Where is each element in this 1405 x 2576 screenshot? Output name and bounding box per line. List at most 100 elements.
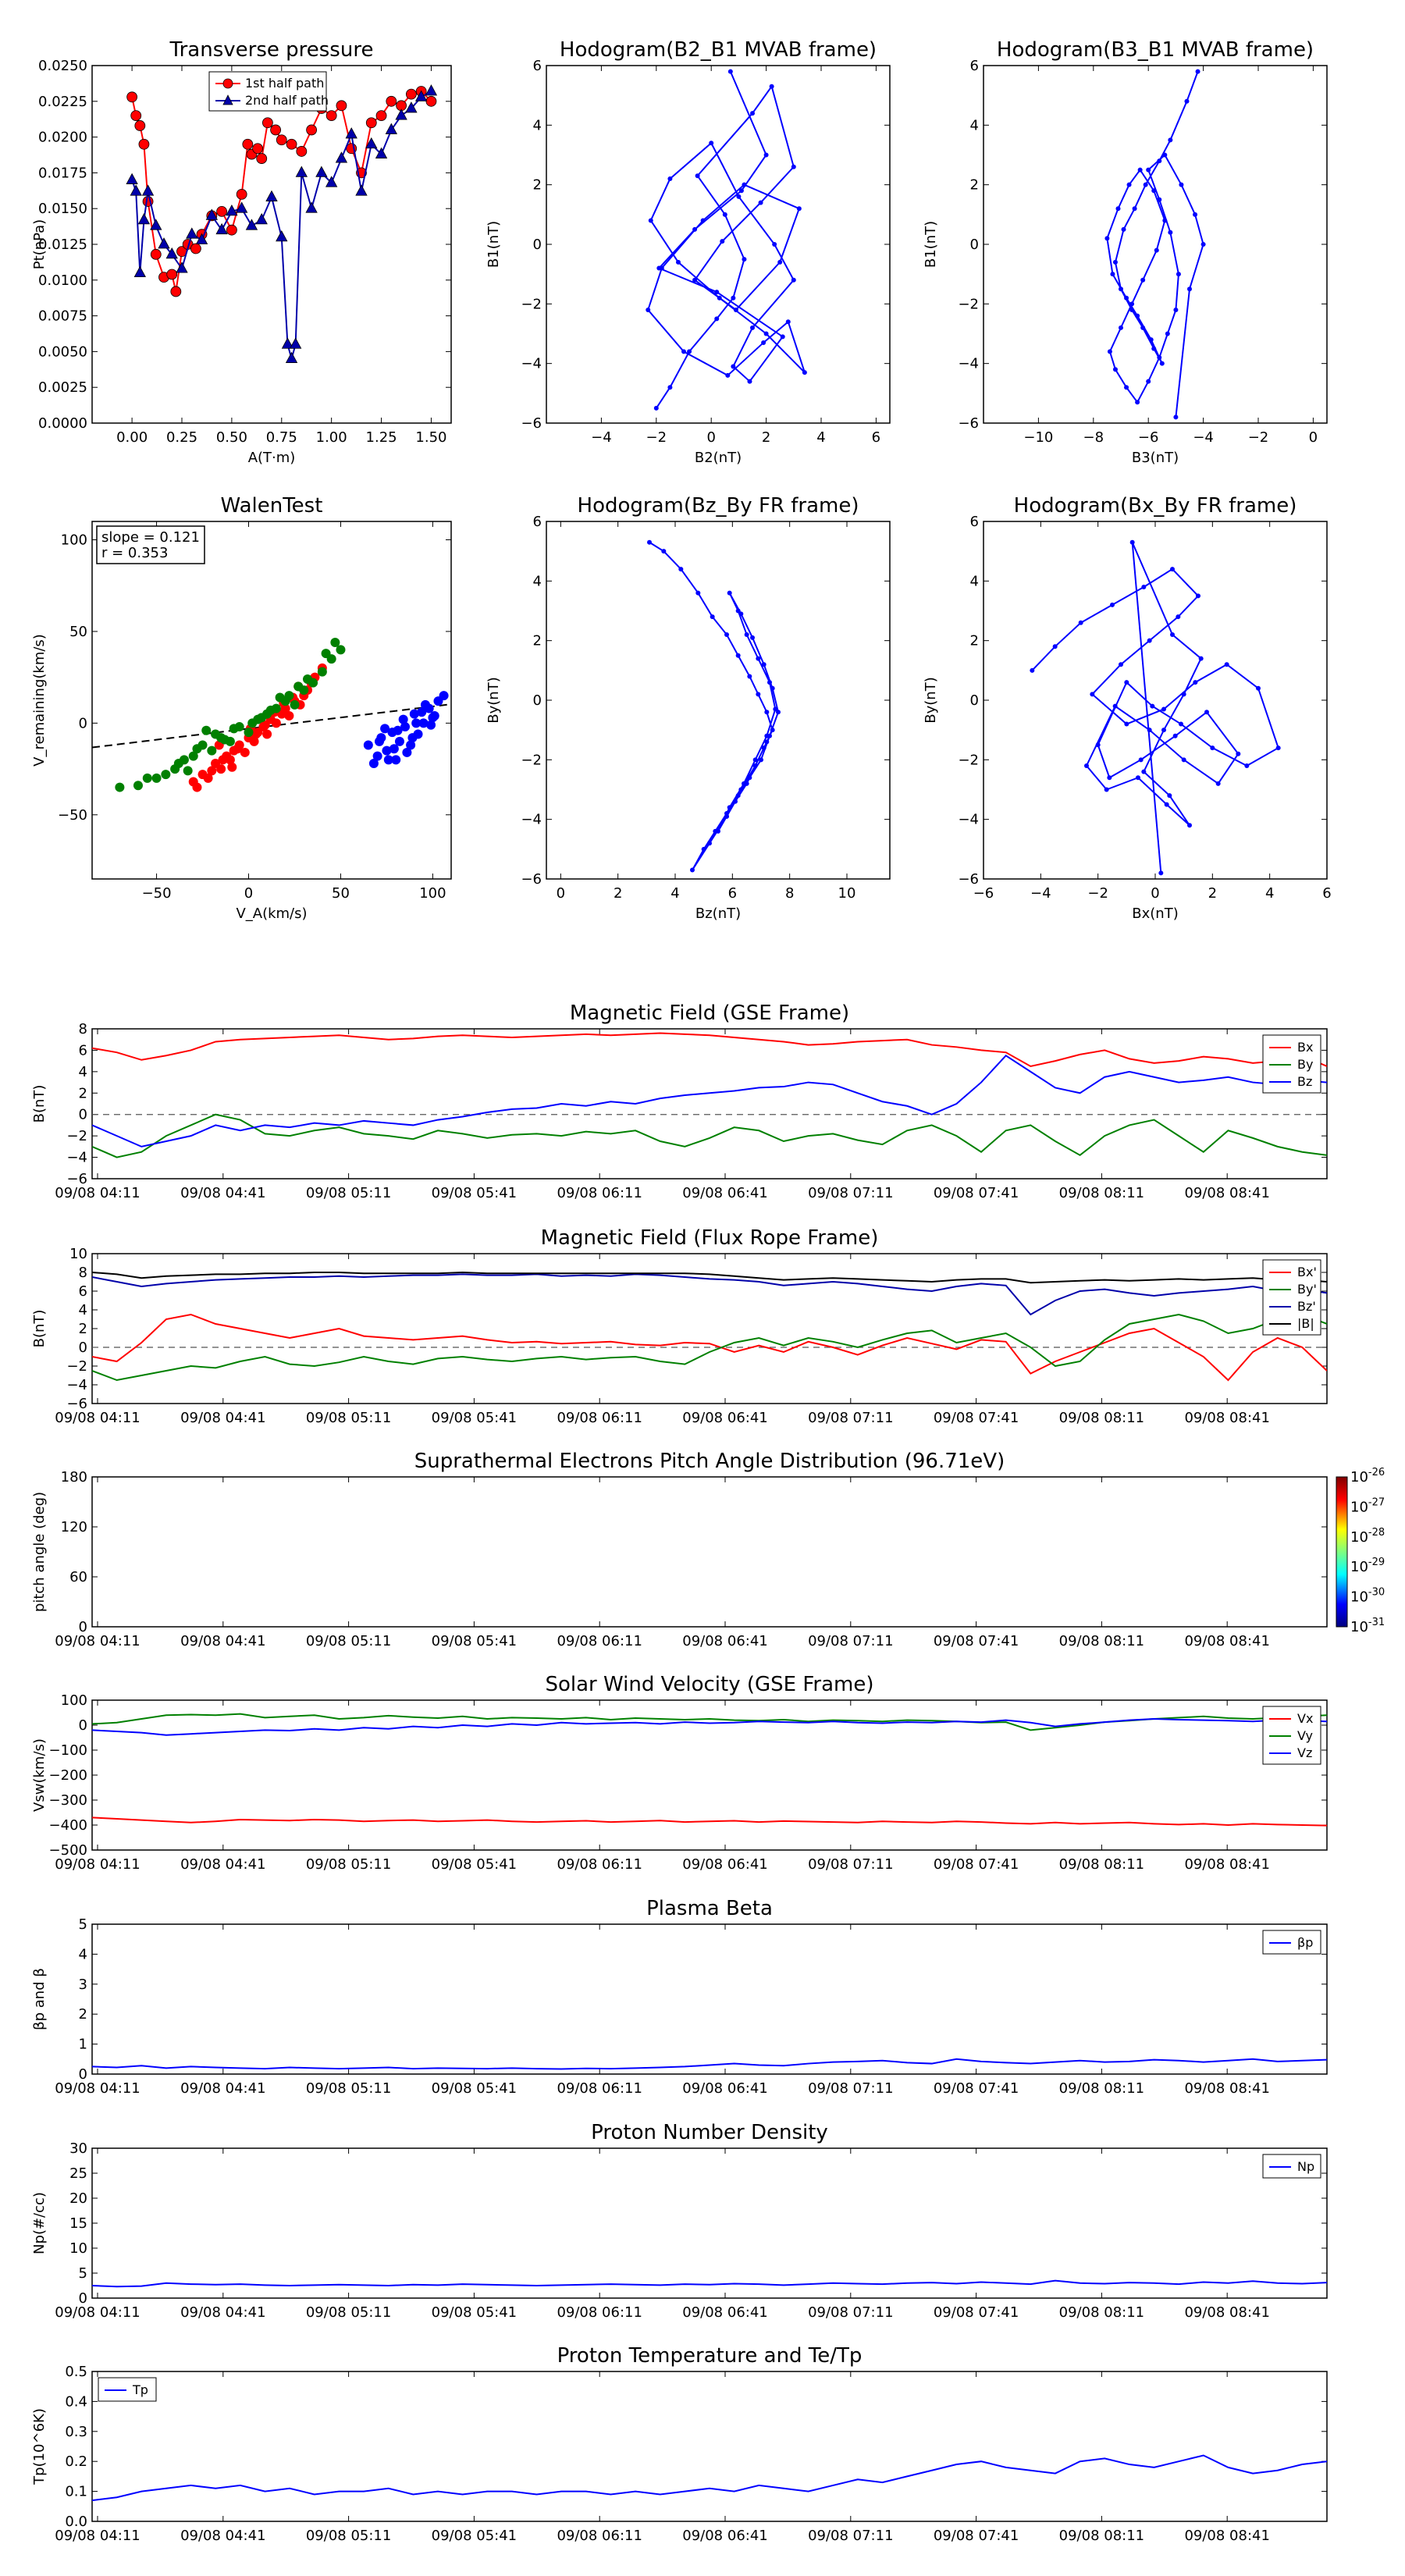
- data-point: [216, 205, 228, 217]
- data-point: [247, 718, 258, 728]
- data-point: [1158, 870, 1164, 876]
- data-point: [1104, 787, 1109, 792]
- data-point: [1193, 680, 1198, 685]
- data-point: [150, 248, 162, 260]
- data-point: [305, 201, 318, 213]
- data-point: [375, 147, 388, 158]
- data-point: [256, 153, 268, 164]
- y-tick-label: 4: [533, 573, 542, 589]
- x-tick-label: 09/08 07:11: [808, 1633, 893, 1649]
- data-point: [290, 699, 300, 710]
- x-tick-label: 09/08 05:11: [306, 1633, 391, 1649]
- data-point: [1204, 710, 1209, 715]
- x-tick-label: 09/08 06:41: [682, 1410, 767, 1426]
- legend-marker: [222, 94, 233, 105]
- data-point: [1162, 152, 1168, 158]
- annotation-text: r = 0.353: [101, 545, 168, 561]
- colorbar-tick-label: 10-28: [1350, 1527, 1385, 1546]
- data-point: [242, 138, 254, 150]
- y-tick-label: 6: [970, 514, 979, 530]
- x-tick-label: 09/08 04:11: [55, 1633, 140, 1649]
- legend-label: Tp: [132, 2382, 148, 2397]
- y-tick-label: −6: [958, 871, 979, 888]
- data-point: [681, 349, 686, 354]
- data-point: [1141, 584, 1147, 589]
- data-point: [722, 212, 727, 217]
- y-tick-label: 0.0050: [38, 343, 87, 360]
- y-tick-label: −6: [521, 415, 542, 432]
- data-point: [425, 84, 438, 96]
- data-point: [315, 165, 328, 177]
- data-point: [192, 782, 202, 792]
- data-point: [1157, 197, 1162, 202]
- x-tick-label: 09/08 08:11: [1059, 2528, 1144, 2544]
- data-point: [744, 632, 749, 638]
- y-tick-label: −6: [66, 1396, 87, 1412]
- data-point: [1147, 638, 1152, 643]
- y-tick-label: 8: [79, 1265, 87, 1281]
- y-tick-label: 0.0100: [38, 272, 87, 289]
- x-tick-label: 09/08 05:11: [306, 2304, 391, 2321]
- y-tick-label: 4: [79, 1946, 87, 1962]
- y-axis-label: By(nT): [923, 677, 939, 723]
- data-point: [218, 755, 228, 765]
- hodo1-panel: Hodogram(B2_B1 MVAB frame) −4 −2 0 2 4 6 −6 −4 −2…: [486, 38, 891, 466]
- x-tick-label: 09/08 06:11: [557, 1185, 642, 1201]
- data-point: [714, 290, 720, 295]
- y-tick-label: 100: [61, 532, 87, 548]
- x-tick-label: −2: [1087, 885, 1108, 902]
- y-tick-label: 0: [533, 692, 542, 709]
- data-point: [226, 205, 238, 216]
- x-tick-label: 09/08 05:41: [432, 2304, 517, 2321]
- density-panel: Proton Number Density 0 5 10 15 20 25 30 09/08 0…: [31, 2121, 1328, 2321]
- data-point: [1196, 593, 1200, 599]
- data-point: [1090, 692, 1095, 697]
- x-tick-label: 09/08 06:41: [682, 1856, 767, 1873]
- x-tick-label: 09/08 07:41: [934, 2304, 1019, 2321]
- y-tick-label: 10: [69, 2240, 87, 2257]
- y-tick-label: 0.0150: [38, 201, 87, 217]
- data-point: [255, 213, 268, 225]
- data-point: [141, 184, 155, 196]
- data-point: [710, 614, 715, 620]
- y-tick-label: 0.5: [65, 2364, 87, 2380]
- data-point: [236, 188, 247, 200]
- data-point: [289, 337, 302, 349]
- beta-plot-frame: [91, 1923, 1328, 2075]
- data-point: [785, 319, 791, 325]
- data-point: [398, 714, 408, 724]
- y-tick-label: −2: [958, 296, 979, 312]
- y-tick-label: 4: [970, 117, 979, 133]
- x-tick-label: 2: [614, 885, 622, 902]
- data-point: [1129, 539, 1135, 545]
- x-tick-label: 09/08 08:41: [1184, 1856, 1269, 1873]
- x-tick-label: 09/08 08:41: [1184, 1633, 1269, 1649]
- x-tick-label: 6: [1322, 885, 1331, 902]
- data-point: [763, 331, 769, 336]
- data-point: [285, 351, 298, 363]
- legend: βp: [1262, 1930, 1321, 1955]
- x-tick-label: 09/08 05:41: [432, 1633, 517, 1649]
- y-tick-label: −100: [49, 1742, 87, 1759]
- x-tick-label: 09/08 04:11: [55, 1410, 140, 1426]
- data-point: [271, 718, 281, 728]
- legend-label: Vy: [1297, 1728, 1313, 1743]
- x-tick-label: 09/08 05:11: [306, 1856, 391, 1873]
- x-tick-label: 09/08 06:41: [682, 2080, 767, 2097]
- data-point: [400, 722, 411, 732]
- data-point: [130, 110, 142, 122]
- y-tick-label: 0: [79, 1717, 87, 1734]
- data-point: [375, 110, 387, 122]
- data-point: [714, 316, 720, 322]
- hodo1-data: [646, 69, 807, 411]
- x-tick-label: 09/08 04:11: [55, 1185, 140, 1201]
- x-tick-label: 09/08 08:41: [1184, 2080, 1269, 2097]
- y-tick-label: −6: [521, 871, 542, 888]
- data-point: [405, 101, 418, 113]
- pad-title: Suprathermal Electrons Pitch Angle Distr…: [414, 1450, 1005, 1473]
- data-point: [335, 151, 348, 163]
- data-point: [389, 744, 399, 754]
- x-axis-label: Bz(nT): [695, 906, 741, 922]
